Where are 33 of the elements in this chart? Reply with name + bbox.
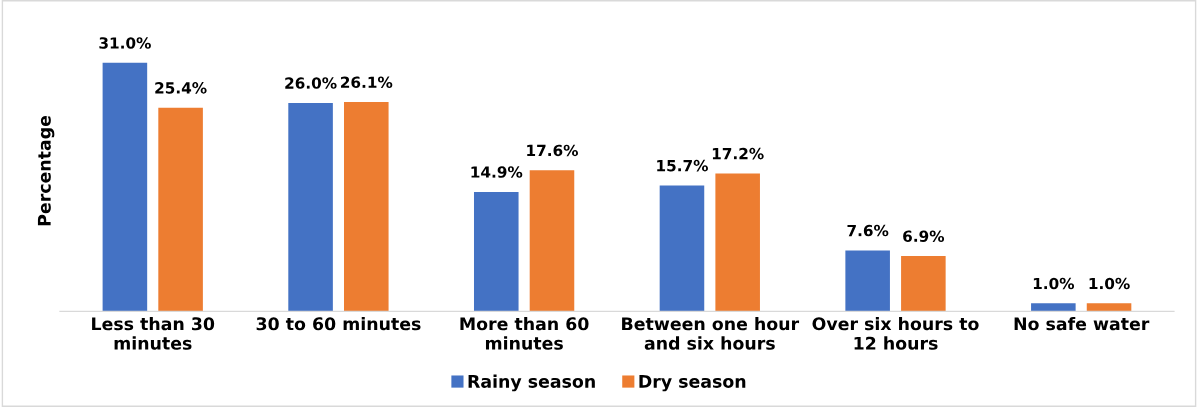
x-tick-label: No safe water <box>1014 316 1150 331</box>
x-tick-label: 30 to 60 minutes <box>256 316 421 331</box>
data-label: 17.6% <box>527 144 578 157</box>
bar <box>1031 303 1076 312</box>
data-label: 14.9% <box>471 166 523 178</box>
data-label: 1.0% <box>1089 277 1130 290</box>
bar <box>102 62 148 312</box>
data-label: 17.2% <box>712 147 764 160</box>
bar <box>659 185 705 312</box>
data-label: 15.7% <box>657 159 708 172</box>
bar <box>344 102 389 312</box>
data-label: 26.0% <box>285 77 337 89</box>
data-label: 26.1% <box>341 76 393 89</box>
bar <box>529 170 575 312</box>
data-label: 1.0% <box>1033 277 1075 290</box>
data-label: 7.6% <box>847 224 889 237</box>
x-tick-label: Over six hours to 12 hours <box>812 316 979 350</box>
bar <box>715 173 760 312</box>
bar <box>845 250 890 312</box>
bar <box>1086 303 1132 312</box>
x-tick-label: Between one hour and six hours <box>622 316 800 350</box>
bar <box>288 102 333 312</box>
data-label: 31.0% <box>99 37 151 49</box>
data-label: 6.9% <box>903 230 945 242</box>
bar <box>901 256 946 312</box>
bar <box>158 107 203 312</box>
bar <box>473 191 519 312</box>
data-label: 25.4% <box>155 82 207 94</box>
x-tick-label: More than 60 minutes <box>460 316 589 350</box>
y-axis-title: Percentage <box>37 115 55 226</box>
x-tick-label: Less than 30 minutes <box>92 316 215 350</box>
legend-label: Dry season <box>639 374 746 392</box>
legend-label: Rainy season <box>468 374 595 392</box>
